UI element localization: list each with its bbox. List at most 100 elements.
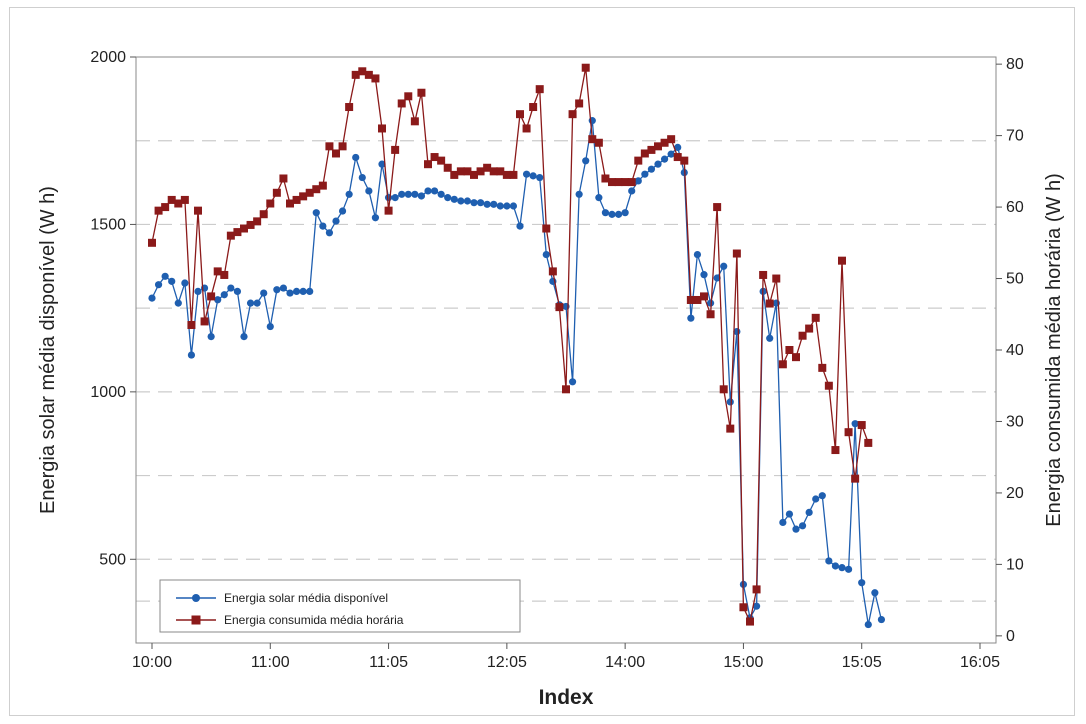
data-point-solar [476, 199, 485, 207]
data-point-consumption [746, 617, 754, 626]
data-point-consumption [378, 124, 386, 133]
data-point-solar [384, 194, 393, 202]
data-point-consumption [575, 99, 584, 108]
data-point-consumption [634, 156, 643, 165]
data-point-solar [542, 250, 550, 259]
data-point-consumption [187, 320, 196, 329]
x-tick-label: 10:00 [132, 654, 172, 671]
data-point-consumption [627, 178, 636, 187]
data-point-consumption [483, 163, 492, 172]
data-point-consumption [542, 224, 551, 233]
data-point-solar [391, 194, 399, 202]
y-left-tick-label: 500 [99, 551, 126, 568]
series [148, 63, 886, 629]
data-point-solar [246, 299, 255, 307]
data-point-solar [858, 579, 866, 587]
data-point-solar [444, 194, 452, 202]
data-point-solar [536, 173, 544, 182]
data-point-consumption [700, 292, 708, 301]
y-right-tick-label: 60 [1006, 199, 1024, 216]
data-point-consumption [371, 74, 380, 83]
data-point-solar [233, 287, 242, 295]
data-point-consumption [332, 149, 340, 158]
data-point-consumption [673, 153, 682, 162]
legend-label-solar: Energia solar média disponível [224, 591, 388, 605]
y-axis-title-left: Energia solar média disponível (W h) [37, 186, 59, 514]
legend-label-consumption: Energia consumida média horária [224, 613, 404, 627]
data-point-solar [411, 190, 419, 198]
data-point-solar [871, 589, 879, 597]
data-point-consumption [851, 474, 860, 483]
legend: Energia solar média disponível Energia c… [159, 579, 521, 633]
data-point-solar [582, 157, 590, 165]
data-point-consumption [502, 170, 511, 179]
data-point-solar [766, 334, 774, 342]
y-axis-title-right: Energia consumida média horária (W h) [1043, 173, 1065, 527]
data-point-consumption [476, 167, 485, 176]
data-point-solar [575, 190, 583, 198]
x-axis-title: Index [539, 686, 594, 709]
data-point-solar [292, 287, 301, 295]
data-point-solar [404, 190, 412, 198]
data-point-consumption [161, 203, 170, 212]
data-point-solar [470, 199, 478, 207]
data-point-consumption [299, 192, 308, 201]
data-point-solar [253, 299, 261, 307]
data-point-solar [352, 153, 360, 162]
data-point-solar [437, 190, 445, 198]
data-point-consumption [522, 124, 531, 133]
legend-marker-consumption [191, 615, 201, 625]
data-point-solar [417, 192, 426, 200]
data-point-solar [496, 202, 504, 210]
data-point-solar [509, 202, 518, 210]
data-point-solar [713, 274, 721, 282]
legend-marker-solar [192, 594, 200, 602]
data-point-solar [398, 190, 406, 198]
y-right-tick-label: 0 [1006, 628, 1015, 645]
data-point-solar [621, 209, 629, 217]
data-point-consumption [568, 110, 577, 119]
data-point-solar [825, 557, 833, 565]
data-point-solar [838, 564, 846, 572]
data-point-consumption [213, 267, 222, 276]
data-point-consumption [654, 142, 662, 151]
data-point-consumption [358, 67, 367, 76]
plot-area-border [135, 56, 997, 644]
data-point-solar [792, 525, 800, 533]
data-point-solar [424, 187, 432, 195]
y-right-tick-label: 10 [1006, 556, 1024, 573]
data-point-consumption [272, 188, 281, 197]
data-point-solar [457, 197, 465, 205]
data-point-consumption [489, 167, 498, 176]
data-point-consumption [719, 385, 728, 394]
data-point-consumption [660, 138, 669, 147]
data-point-solar [306, 287, 314, 295]
data-point-consumption [594, 138, 603, 147]
data-point-solar [168, 277, 176, 285]
data-point-solar [338, 207, 347, 215]
data-point-solar [187, 351, 196, 359]
data-point-consumption [456, 167, 465, 176]
data-point-solar [752, 602, 761, 610]
data-point-consumption [404, 92, 413, 101]
data-point-consumption [693, 295, 702, 304]
data-point-solar [503, 202, 511, 210]
data-point-solar [706, 299, 715, 307]
data-point-consumption [857, 421, 866, 430]
data-point-solar [358, 173, 366, 182]
data-point-consumption [266, 199, 275, 208]
data-point-solar [181, 279, 189, 287]
data-point-solar [161, 272, 169, 280]
y-right-tick-label: 40 [1006, 342, 1024, 359]
data-point-solar [194, 287, 202, 295]
data-point-consumption [640, 149, 649, 158]
x-tick-label: 11:00 [251, 654, 290, 671]
data-point-solar [332, 217, 340, 225]
data-point-solar [785, 510, 794, 518]
data-point-solar [667, 150, 675, 158]
data-point-consumption [535, 85, 544, 94]
data-point-solar [312, 209, 320, 217]
data-point-consumption [167, 195, 176, 204]
data-point-solar [378, 160, 386, 168]
data-point-solar [595, 194, 603, 202]
